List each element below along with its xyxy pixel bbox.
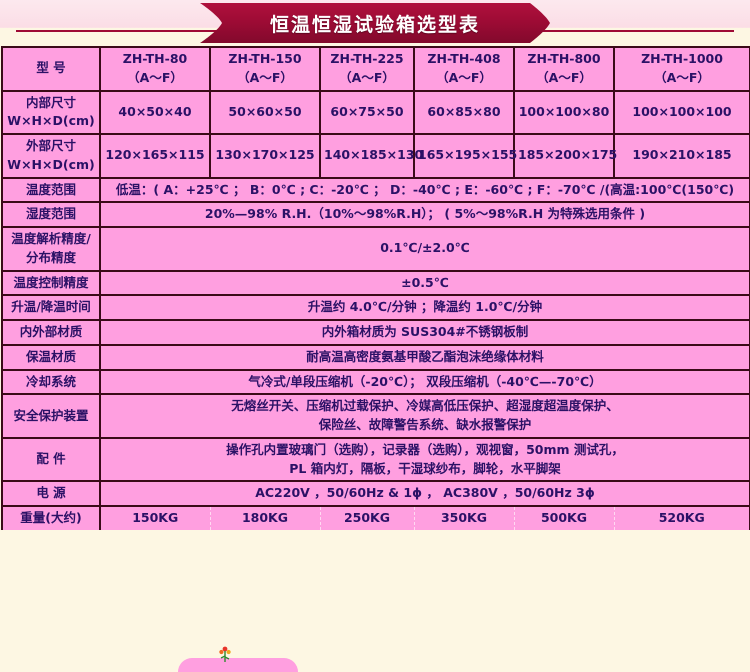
table-row-cooling: 冷却系统 气冷式/单段压缩机（-20℃）； 双段压缩机（-40℃—-70℃） bbox=[1, 368, 750, 396]
cell-outer-size-m800: 185×200×175 bbox=[513, 133, 617, 179]
row-label-weight: 重量(大约) bbox=[1, 505, 101, 530]
cell-outer-size-m80: 120×165×115 bbox=[99, 133, 211, 179]
cell-temp-range: 低温：( A：+25℃ ； B：0℃ ; C：-20℃ ； D：-40℃ ; E… bbox=[99, 176, 750, 204]
row-label-outer-size-line2: W×H×D(cm) bbox=[7, 156, 95, 172]
cell-weight-m1000: 520KG bbox=[613, 505, 750, 530]
row-label-accessories: 配 件 bbox=[1, 436, 101, 483]
cell-weight-m150: 180KG bbox=[209, 505, 321, 530]
cell-accessories: 操作孔内置玻璃门（选购），记录器（选购），观视窗，50mm 测试孔， PL 箱内… bbox=[99, 436, 750, 483]
page-title: 恒温恒湿试验箱选型表 bbox=[269, 13, 480, 36]
table-row-inner-size: 内部尺寸 W×H×D(cm) 40×50×40 50×60×50 60×75×5… bbox=[1, 89, 750, 135]
row-label-inner-size-line2: W×H×D(cm) bbox=[7, 113, 95, 129]
col-header-m408: ZH-TH-408 （A～F） bbox=[413, 46, 515, 92]
table-row-temp-control: 温度控制精度 ±0.5℃ bbox=[1, 269, 750, 297]
col-header-m80-line2: （A～F） bbox=[127, 69, 183, 85]
cell-inner-size-m80: 40×50×40 bbox=[99, 89, 211, 135]
cell-inner-size-m408: 60×85×80 bbox=[413, 89, 515, 135]
col-header-m1000-line2: （A～F） bbox=[654, 69, 710, 85]
row-label-shell-material: 内外部材质 bbox=[1, 319, 101, 346]
col-header-m408-line1: ZH-TH-408 bbox=[427, 51, 501, 66]
cell-weight-m408: 350KG bbox=[413, 505, 515, 530]
row-label-outer-size: 外部尺寸 W×H×D(cm) bbox=[1, 133, 101, 179]
col-header-m80: ZH-TH-80 （A～F） bbox=[99, 46, 211, 92]
table-row-safety: 安全保护装置 无熔丝开关、压缩机过载保护、冷媒高低压保护、超湿度超温度保护、 保… bbox=[1, 393, 750, 439]
cell-temp-resolution: 0.1℃/±2.0℃ bbox=[99, 226, 750, 272]
table-row-model: 型 号 ZH-TH-80 （A～F） ZH-TH-150 （A～F） ZH-TH… bbox=[1, 46, 750, 92]
cell-inner-size-m1000: 100×100×100 bbox=[613, 89, 750, 135]
row-label-insulation: 保温材质 bbox=[1, 343, 101, 371]
row-label-temp-control: 温度控制精度 bbox=[1, 269, 101, 297]
col-header-m800-line1: ZH-TH-800 bbox=[527, 51, 601, 66]
row-label-ramp-time: 升温/降温时间 bbox=[1, 294, 101, 321]
cell-outer-size-m408: 165×195×155 bbox=[413, 133, 517, 179]
row-label-outer-size-line1: 外部尺寸 bbox=[25, 138, 76, 153]
cell-weight-m800: 500KG bbox=[513, 505, 615, 530]
cell-weight-m80: 150KG bbox=[99, 505, 211, 530]
row-label-temp-resolution-line2: 分布精度 bbox=[25, 249, 76, 265]
table-row-shell-material: 内外部材质 内外箱材质为 SUS304#不锈钢板制 bbox=[1, 319, 750, 346]
row-label-inner-size: 内部尺寸 W×H×D(cm) bbox=[1, 89, 101, 135]
cell-cooling: 气冷式/单段压缩机（-20℃）； 双段压缩机（-40℃—-70℃） bbox=[99, 368, 750, 396]
col-header-m408-line2: （A～F） bbox=[436, 69, 492, 85]
table-row-temp-range: 温度范围 低温：( A：+25℃ ； B：0℃ ; C：-20℃ ； D：-40… bbox=[1, 176, 750, 204]
cell-power: AC220V ，50/60Hz & 1ϕ ， AC380V ，50/60Hz 3… bbox=[99, 480, 750, 507]
cell-safety: 无熔丝开关、压缩机过载保护、冷媒高低压保护、超湿度超温度保护、 保险丝、故障警告… bbox=[99, 393, 750, 439]
table-row-ramp-time: 升温/降温时间 升温约 4.0℃/分钟 ；降温约 1.0℃/分钟 bbox=[1, 294, 750, 321]
cell-ramp-time: 升温约 4.0℃/分钟 ；降温约 1.0℃/分钟 bbox=[99, 294, 750, 321]
table-row-accessories: 配 件 操作孔内置玻璃门（选购），记录器（选购），观视窗，50mm 测试孔， P… bbox=[1, 436, 750, 483]
cell-temp-control: ±0.5℃ bbox=[99, 269, 750, 297]
col-header-m800-line2: （A～F） bbox=[536, 69, 592, 85]
cell-accessories-line2: PL 箱内灯，隔板，干湿球纱布，脚轮，水平脚架 bbox=[289, 460, 561, 476]
col-header-m800: ZH-TH-800 （A～F） bbox=[513, 46, 615, 92]
col-header-m150-line2: （A～F） bbox=[237, 69, 293, 85]
col-header-m80-line1: ZH-TH-80 bbox=[122, 51, 188, 66]
table-row-weight: 重量(大约) 150KG 180KG 250KG 350KG 500KG 520… bbox=[1, 505, 750, 530]
cell-outer-size-m225: 140×185×130 bbox=[319, 133, 423, 179]
table-row-insulation: 保温材质 耐高温高密度氨基甲酸乙酯泡沫绝缘体材料 bbox=[1, 343, 750, 371]
cell-safety-line2: 保险丝、故障警告系统、缺水报警保护 bbox=[318, 417, 532, 432]
table-row-temp-resolution: 温度解析精度/ 分布精度 0.1℃/±2.0℃ bbox=[1, 226, 750, 272]
row-label-model: 型 号 bbox=[1, 46, 101, 92]
cell-weight-m225: 250KG bbox=[319, 505, 415, 530]
cell-humidity-range: 20%—98% R.H.（10%～98%R.H）； ( 5%～98%R.H 为特… bbox=[99, 201, 750, 228]
decorative-blob bbox=[178, 658, 298, 672]
row-label-inner-size-line1: 内部尺寸 bbox=[25, 94, 76, 110]
row-label-humidity-range: 湿度范围 bbox=[1, 201, 101, 228]
row-label-temp-resolution: 温度解析精度/ 分布精度 bbox=[1, 226, 101, 272]
table-row-power: 电 源 AC220V ，50/60Hz & 1ϕ ， AC380V ，50/60… bbox=[1, 480, 750, 507]
row-label-power: 电 源 bbox=[1, 480, 101, 507]
row-label-safety: 安全保护装置 bbox=[1, 393, 101, 439]
col-header-m1000-line1: ZH-TH-1000 bbox=[641, 51, 723, 66]
title-ribbon: 恒温恒湿试验箱选型表 bbox=[200, 3, 550, 43]
banner-rule-right bbox=[530, 30, 734, 32]
col-header-m225-line1: ZH-TH-225 bbox=[330, 51, 404, 66]
cell-inner-size-m150: 50×60×50 bbox=[209, 89, 321, 135]
banner: 恒温恒湿试验箱选型表 bbox=[0, 0, 750, 46]
cell-insulation: 耐高温高密度氨基甲酸乙酯泡沫绝缘体材料 bbox=[99, 343, 750, 371]
cell-inner-size-m225: 60×75×50 bbox=[319, 89, 415, 135]
row-label-cooling: 冷却系统 bbox=[1, 368, 101, 396]
row-label-temp-resolution-line1: 温度解析精度/ bbox=[11, 231, 91, 246]
cell-outer-size-m150: 130×170×125 bbox=[209, 133, 321, 179]
row-label-temp-range: 温度范围 bbox=[1, 176, 101, 204]
table-row-humidity-range: 湿度范围 20%—98% R.H.（10%～98%R.H）； ( 5%～98%R… bbox=[1, 201, 750, 228]
col-header-m150: ZH-TH-150 （A～F） bbox=[209, 46, 321, 92]
cell-outer-size-m1000: 190×210×185 bbox=[613, 133, 750, 179]
cell-shell-material: 内外箱材质为 SUS304#不锈钢板制 bbox=[99, 319, 750, 346]
banner-rule-left bbox=[16, 30, 220, 32]
cell-safety-line1: 无熔丝开关、压缩机过载保护、冷媒高低压保护、超湿度超温度保护、 bbox=[231, 398, 619, 414]
col-header-m225: ZH-TH-225 （A～F） bbox=[319, 46, 415, 92]
ribbon-shape bbox=[200, 3, 550, 43]
col-header-m150-line1: ZH-TH-150 bbox=[228, 51, 302, 66]
cell-accessories-line1: 操作孔内置玻璃门（选购），记录器（选购），观视窗，50mm 测试孔， bbox=[226, 441, 624, 457]
table-row-outer-size: 外部尺寸 W×H×D(cm) 120×165×115 130×170×125 1… bbox=[1, 133, 750, 179]
specification-table: 型 号 ZH-TH-80 （A～F） ZH-TH-150 （A～F） ZH-TH… bbox=[1, 46, 750, 530]
col-header-m225-line2: （A～F） bbox=[339, 69, 395, 85]
col-header-m1000: ZH-TH-1000 （A～F） bbox=[613, 46, 750, 92]
cell-inner-size-m800: 100×100×80 bbox=[513, 89, 615, 135]
